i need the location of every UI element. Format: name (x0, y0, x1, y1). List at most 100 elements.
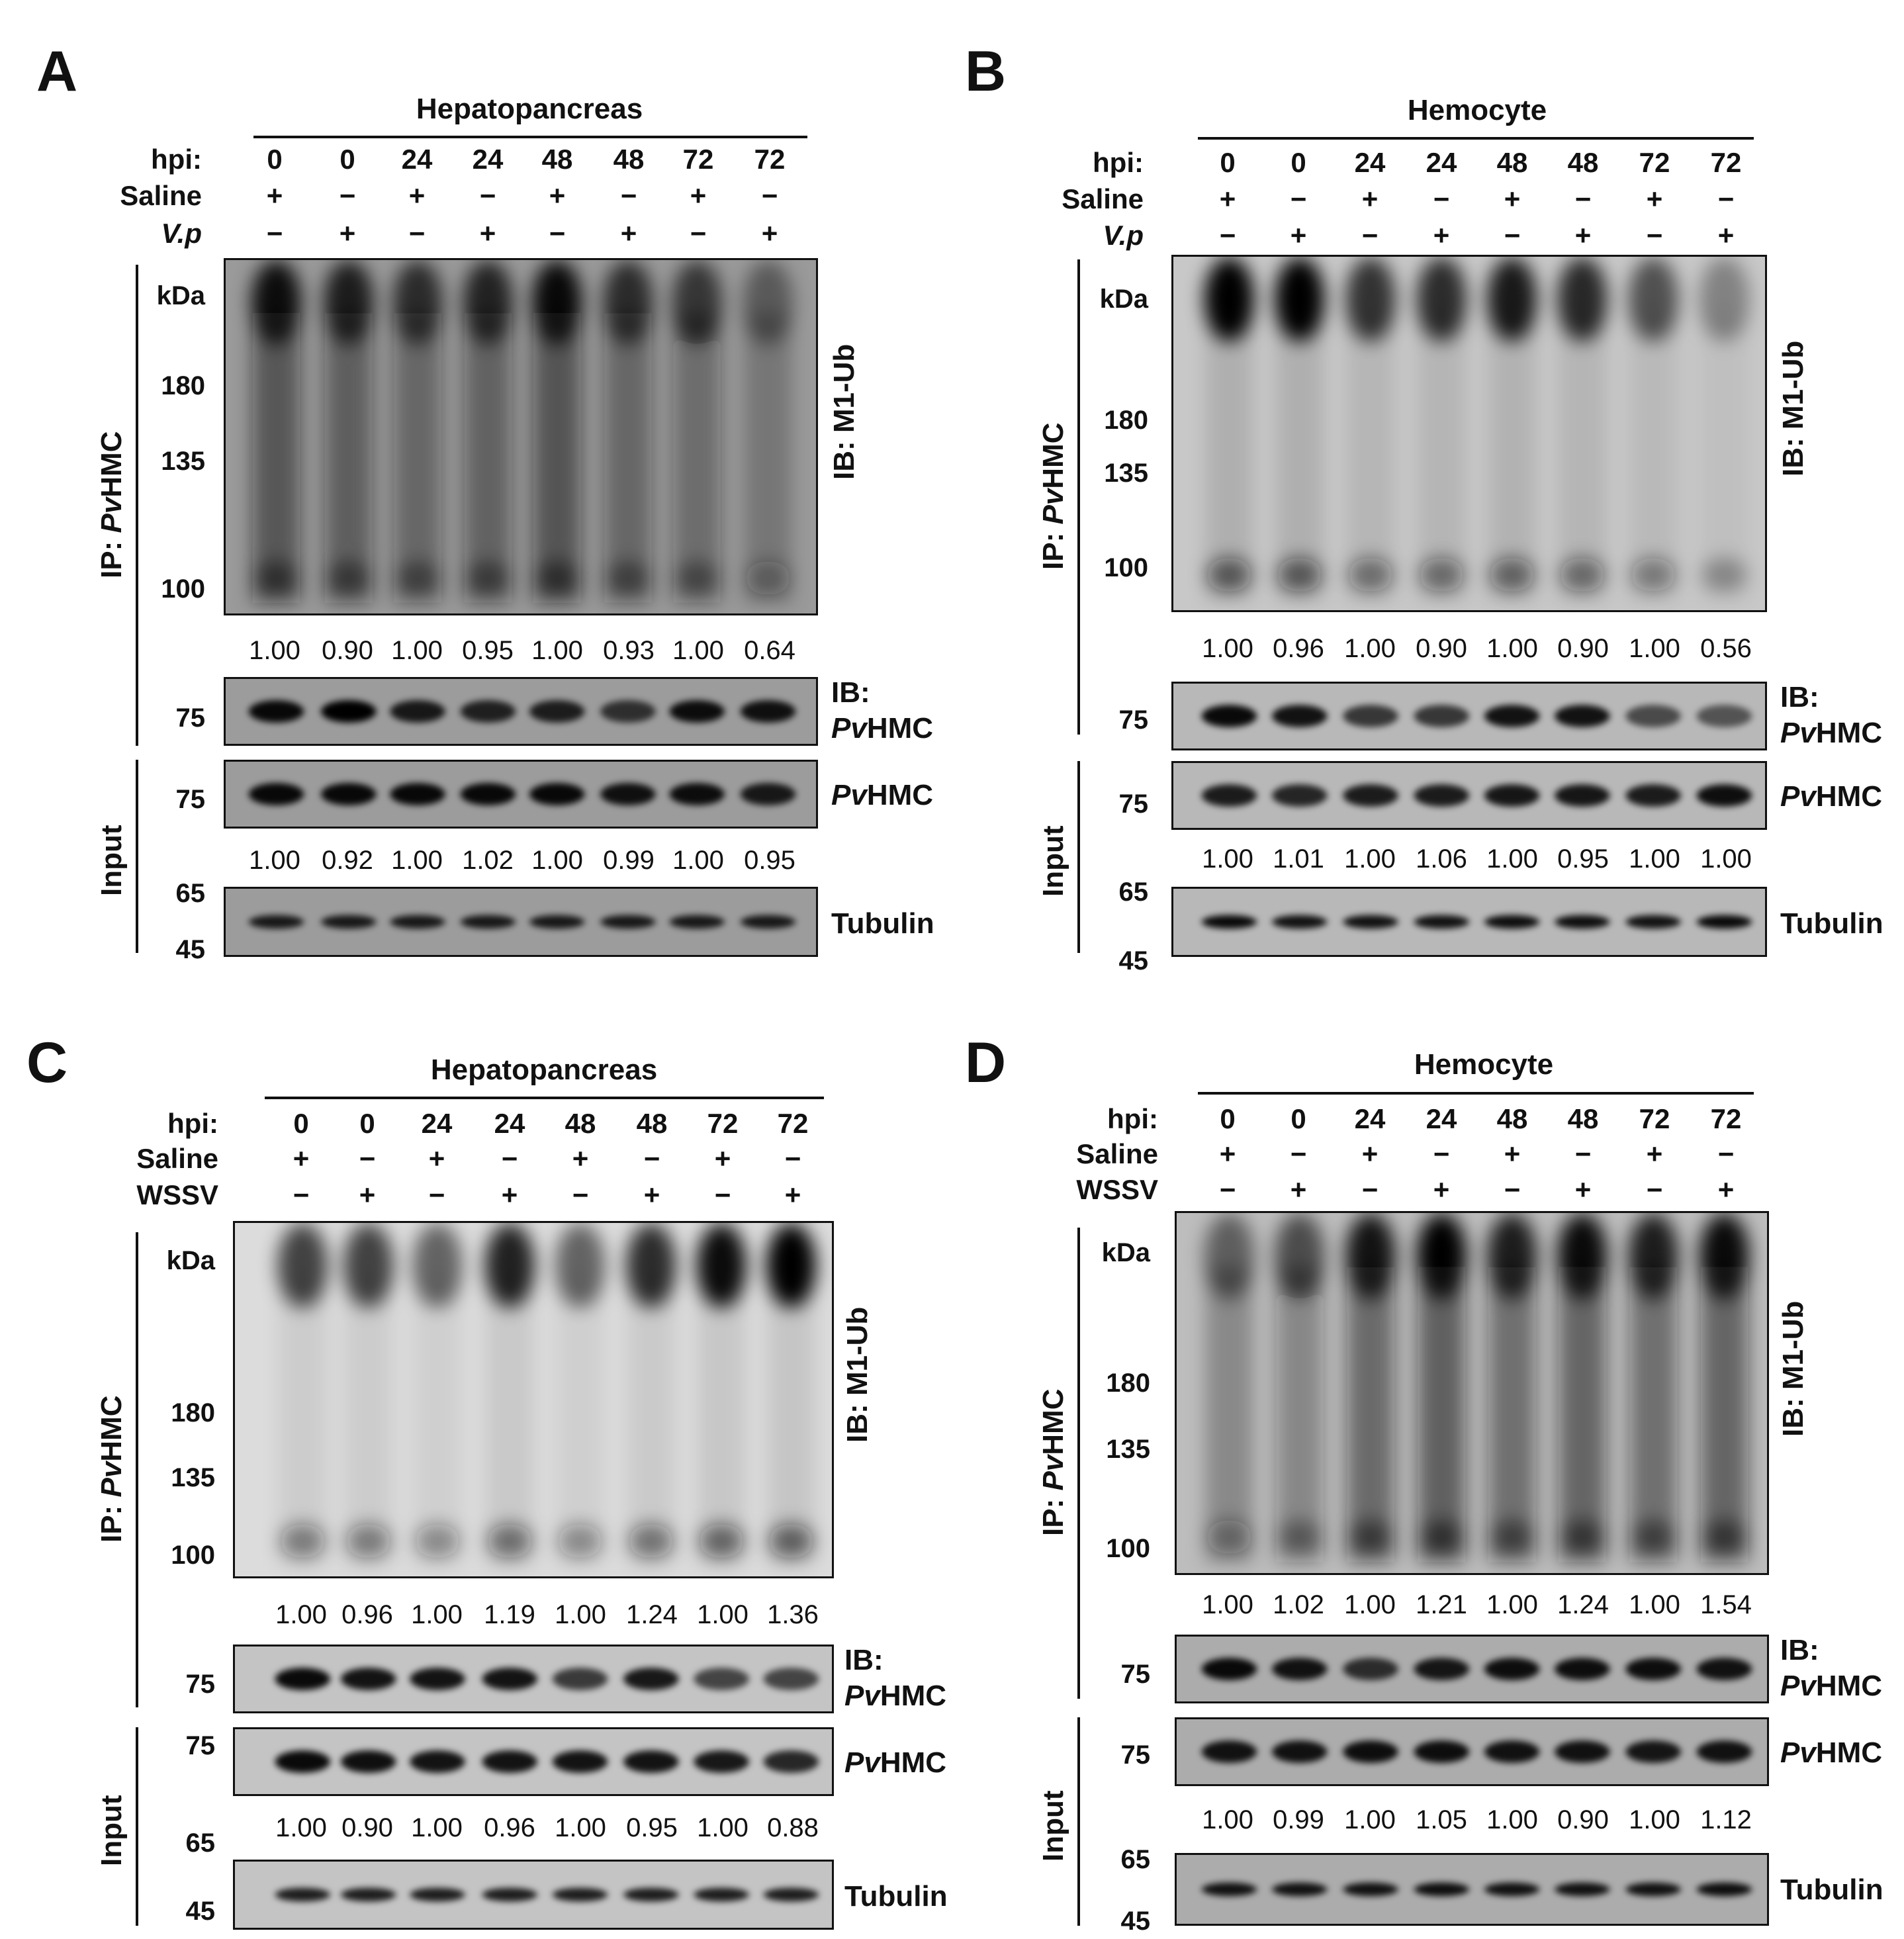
panel-c-input-bracket (136, 1727, 138, 1926)
panel-c-ub-ratio-4: 1.00 (555, 1600, 606, 1629)
panel-b-treat-4: − (1504, 220, 1521, 251)
panel-b-treat-0: − (1219, 220, 1236, 251)
panel-c-ib-label: IB: (844, 1644, 884, 1676)
panel-d-blot-tubulin-image (1177, 1855, 1767, 1924)
panel-c-blot-tubulin (233, 1860, 834, 1930)
panel-a-ip-label-italic: Pv (95, 497, 128, 533)
panel-b-saline-7: − (1717, 183, 1735, 214)
panel-a-marker-ub-1: 135 (161, 447, 205, 476)
panel-a-ip-bracket (136, 265, 138, 746)
panel-c-saline-label: Saline (136, 1143, 218, 1174)
panel-d-ip-label-italic: Pv (1037, 1455, 1069, 1491)
panel-b-blot-tubulin (1171, 887, 1767, 957)
panel-b-hpi-0: 0 (1220, 147, 1236, 178)
panel-c-ub-ratio-0: 1.00 (275, 1600, 327, 1629)
panel-a-saline-7: − (761, 180, 778, 211)
panel-b-input-hmc-label: PvHMC (1780, 782, 1882, 811)
panel-c-treat-1: + (359, 1179, 376, 1210)
panel-c-blot-tubulin-image (235, 1862, 832, 1928)
panel-d-treat-6: − (1646, 1174, 1663, 1205)
panel-c-input-ratio-4: 1.00 (555, 1813, 606, 1842)
panel-c-ip-label-suffix: HMC (95, 1395, 128, 1462)
panel-a-ib-hmc-label: PvHMC (831, 714, 933, 743)
panel-d-treat-1: + (1290, 1174, 1307, 1205)
panel-c-blot-ip-hmc (233, 1645, 834, 1713)
panel-a-ub-ratio-5: 0.93 (603, 636, 655, 665)
panel-c-treat-2: − (428, 1179, 445, 1210)
panel-c-input-ratio-1: 0.90 (341, 1813, 393, 1842)
panel-d-hpi-2: 24 (1354, 1103, 1386, 1134)
panel-b-hpi-2: 24 (1354, 147, 1386, 178)
panel-a-hpi-3: 24 (472, 144, 504, 175)
panel-c-blot-ip-hmc-image (235, 1646, 832, 1711)
panel-c-blot-m1-ub-image (235, 1223, 832, 1576)
panel-a-treat-7: + (761, 218, 778, 249)
panel-b-marker-ub-1: 135 (1104, 459, 1148, 488)
panel-a-input-bracket (136, 760, 138, 953)
panel-c-blot-input-hmc-image (235, 1729, 832, 1794)
panel-c-blot-m1-ub (233, 1221, 834, 1578)
panel-c-ib-hmc-label: PvHMC (844, 1682, 946, 1711)
panel-b-ub-ratio-2: 1.00 (1344, 634, 1396, 663)
panel-a-tissue-header: Hepatopancreas (416, 93, 643, 125)
panel-d-marker-ub-1: 135 (1106, 1435, 1150, 1464)
panel-c-hpi-label: hpi: (167, 1108, 218, 1139)
panel-d-input-bracket (1077, 1717, 1080, 1926)
panel-a-hpi-5: 48 (613, 144, 645, 175)
panel-c-hpi-7: 72 (777, 1108, 809, 1139)
panel-b-ub-ratio-3: 0.90 (1416, 634, 1467, 663)
panel-b-blot-tubulin-image (1173, 889, 1765, 955)
panel-a-treat-5: + (620, 218, 637, 249)
panel-d-input-hmc-label: PvHMC (1780, 1738, 1882, 1768)
panel-b-marker-ub-2: 100 (1104, 553, 1148, 582)
panel-d-hpi-0: 0 (1220, 1103, 1236, 1134)
panel-c-ib-m1-ub-label: IB: M1-Ub (841, 1306, 874, 1443)
panel-a-ub-ratio-2: 1.00 (391, 636, 443, 665)
panel-c-saline-6: + (714, 1143, 731, 1174)
panel-b-ub-ratio-5: 0.90 (1557, 634, 1609, 663)
panel-b-tissue-line (1198, 137, 1754, 140)
panel-a-ip-label-prefix: IP: (95, 533, 128, 578)
panel-a-ub-ratio-1: 0.90 (322, 636, 373, 665)
panel-a-ib-label: IB: (831, 676, 870, 709)
panel-d-input-hmc-label-suffix: HMC (1815, 1736, 1883, 1769)
panel-c-treatment-label: WSSV (136, 1179, 218, 1210)
panel-d-input-ratio-6: 1.00 (1629, 1805, 1680, 1834)
panel-c-tissue-line (265, 1097, 824, 1099)
panel-a-hpi-7: 72 (754, 144, 786, 175)
panel-b-saline-3: − (1433, 183, 1450, 214)
panel-c-input-ratio-2: 1.00 (411, 1813, 463, 1842)
panel-b-ub-ratio-0: 1.00 (1202, 634, 1253, 663)
panel-c-hpi-1: 0 (359, 1108, 375, 1139)
panel-d-hpi-1: 0 (1291, 1103, 1306, 1134)
panel-b-input-ratio-2: 1.00 (1344, 844, 1396, 874)
panel-d-ip-label-prefix: IP: (1037, 1490, 1069, 1536)
panel-a-input-ratio-2: 1.00 (391, 846, 443, 875)
panel-c-ib-hmc-label-italic: Pv (844, 1680, 880, 1712)
panel-c-hpi-3: 24 (494, 1108, 525, 1139)
panel-a-marker-tub-0: 65 (175, 879, 206, 908)
panel-d-ib-hmc-label-italic: Pv (1780, 1670, 1816, 1702)
panel-a-kda-label: kDa (156, 281, 205, 310)
panel-a-saline-5: − (620, 180, 637, 211)
panel-b-tissue-header: Hemocyte (1407, 94, 1547, 126)
panel-d-hpi-6: 72 (1639, 1103, 1670, 1134)
panel-a-input-hmc-label-suffix: HMC (866, 779, 934, 811)
panel-b-blot-m1-ub-image (1173, 257, 1765, 610)
panel-b-input-ratio-0: 1.00 (1202, 844, 1253, 874)
panel-c-letter: C (26, 1031, 68, 1095)
panel-b-input-ratio-6: 1.00 (1629, 844, 1680, 874)
panel-d-treat-4: − (1504, 1174, 1521, 1205)
panel-a-blot-ip-hmc-image (226, 679, 816, 744)
panel-d-saline-6: + (1646, 1138, 1663, 1169)
panel-b-saline-4: + (1504, 183, 1521, 214)
panel-c-tubulin-label: Tubulin (844, 1880, 948, 1913)
panel-d-marker-ip-75: 75 (1120, 1660, 1151, 1689)
panel-b-ib-hmc-label-suffix: HMC (1815, 717, 1883, 749)
panel-a-input-ratio-3: 1.02 (462, 846, 514, 875)
panel-a-input-ratio-7: 0.95 (744, 846, 795, 875)
panel-a-tubulin-label: Tubulin (831, 907, 934, 940)
panel-a-ub-ratio-7: 0.64 (744, 636, 795, 665)
panel-b-input-label: Input (1037, 825, 1069, 897)
panel-d-input-ratio-4: 1.00 (1486, 1805, 1538, 1834)
